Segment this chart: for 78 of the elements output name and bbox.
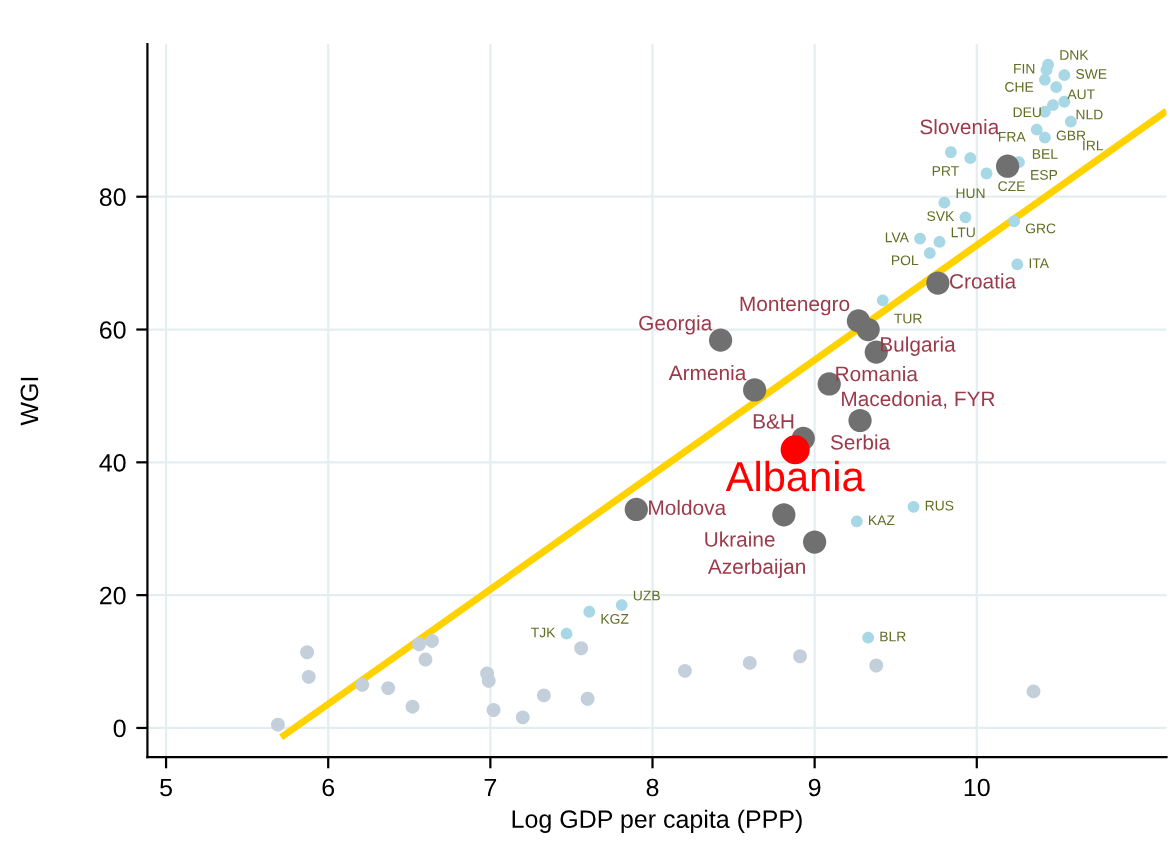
x-tick-label: 7 bbox=[484, 778, 497, 797]
point bbox=[381, 681, 396, 696]
y-tick-label: 40 bbox=[99, 453, 126, 472]
data-label: Macedonia, FYR bbox=[842, 390, 995, 409]
point bbox=[793, 649, 807, 664]
point bbox=[1038, 73, 1051, 86]
point bbox=[583, 605, 596, 618]
data-label: Armenia bbox=[668, 364, 747, 381]
data-label: B&H bbox=[753, 414, 794, 429]
y-tick-label: 20 bbox=[100, 586, 126, 605]
point bbox=[869, 658, 884, 673]
x-tick-label: 9 bbox=[808, 778, 821, 797]
point bbox=[933, 235, 946, 248]
point bbox=[515, 710, 530, 725]
data-label: Azerbaijan bbox=[707, 558, 805, 579]
x-tick-label: 8 bbox=[646, 778, 659, 797]
point bbox=[624, 497, 648, 522]
point bbox=[418, 652, 433, 667]
data-label: Romania bbox=[836, 366, 918, 382]
point bbox=[964, 152, 977, 165]
point bbox=[850, 515, 863, 528]
point bbox=[1050, 81, 1063, 94]
point bbox=[1026, 684, 1041, 699]
point bbox=[1040, 64, 1053, 76]
point bbox=[938, 196, 951, 209]
point bbox=[742, 655, 757, 670]
data-label: Albania bbox=[725, 460, 865, 492]
y-tick-label: 60 bbox=[100, 321, 126, 339]
point bbox=[536, 688, 551, 703]
point bbox=[862, 631, 875, 644]
data-label: Slovenia bbox=[920, 118, 1000, 135]
point bbox=[772, 503, 796, 527]
point bbox=[1038, 131, 1051, 144]
point bbox=[848, 408, 872, 433]
point bbox=[425, 634, 439, 648]
point bbox=[1011, 258, 1024, 271]
point bbox=[271, 717, 285, 732]
data-label: Croatia bbox=[950, 273, 1017, 289]
point bbox=[1064, 115, 1077, 128]
point bbox=[959, 211, 972, 224]
point bbox=[907, 500, 920, 513]
point bbox=[412, 637, 426, 652]
y-axis-title: WGI bbox=[20, 377, 39, 426]
point bbox=[980, 167, 993, 180]
x-tick-label: 5 bbox=[160, 778, 172, 797]
point bbox=[580, 691, 595, 706]
point bbox=[615, 599, 628, 611]
y-tick-label: 0 bbox=[113, 719, 126, 738]
data-label: Montenegro bbox=[740, 296, 850, 316]
y-tick-label: 80 bbox=[99, 188, 126, 207]
point bbox=[944, 146, 957, 159]
x-axis-title: Log GDP per capita (PPP) bbox=[512, 809, 802, 833]
point bbox=[914, 232, 926, 245]
point bbox=[677, 663, 692, 678]
point bbox=[1058, 69, 1071, 82]
data-label: Georgia bbox=[639, 315, 713, 335]
point bbox=[803, 530, 827, 554]
data-label: Serbia bbox=[830, 434, 891, 450]
point bbox=[1030, 123, 1043, 136]
point bbox=[301, 669, 316, 684]
point bbox=[300, 645, 315, 660]
point bbox=[926, 271, 950, 295]
point bbox=[995, 154, 1020, 178]
point bbox=[856, 317, 880, 342]
point bbox=[743, 378, 767, 402]
point bbox=[355, 677, 370, 692]
point bbox=[486, 703, 501, 717]
point bbox=[923, 247, 936, 260]
point bbox=[560, 627, 573, 640]
point bbox=[574, 641, 589, 656]
point bbox=[1008, 215, 1020, 228]
data-label: Moldova bbox=[649, 499, 727, 516]
point bbox=[876, 294, 889, 307]
x-tick-label: 10 bbox=[964, 778, 990, 797]
data-label: Ukraine bbox=[705, 531, 775, 547]
point bbox=[405, 699, 420, 714]
x-tick-label: 6 bbox=[322, 778, 335, 797]
point bbox=[1047, 99, 1059, 111]
